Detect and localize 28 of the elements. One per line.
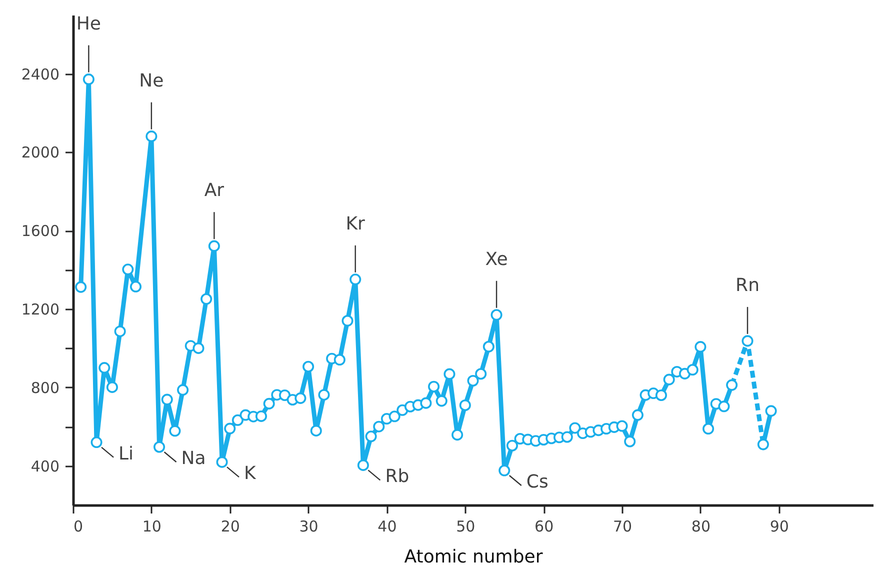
x-axis-title: Atomic number (404, 546, 544, 568)
y-tick-label: 2400 (21, 65, 60, 84)
x-tick-label: 80 (691, 518, 710, 536)
annotation: K (244, 463, 258, 484)
annotation: Kr (346, 213, 366, 234)
annotation: Na (181, 448, 206, 469)
annotation: Rb (385, 466, 410, 488)
x-tick-label: 30 (299, 518, 318, 536)
annotation: Cs (526, 472, 548, 493)
y-tick-label: 2000 (21, 144, 60, 162)
x-tick-label: 10 (142, 518, 162, 536)
y-tick-label: 400 (30, 457, 60, 476)
x-tick-label: 50 (456, 518, 476, 536)
x-tick-label: 90 (770, 518, 789, 536)
x-tick-label: 70 (612, 518, 632, 536)
annotation: He (76, 13, 101, 34)
y-tick-label: 1600 (21, 222, 60, 240)
x-tick-label: 60 (534, 518, 554, 536)
y-tick-label: 1200 (21, 300, 60, 318)
annotation: Ar (204, 180, 225, 202)
annotation: Xe (485, 248, 508, 270)
x-tick-label: 0 (74, 518, 84, 536)
y-tick-label: 800 (30, 378, 60, 397)
x-tick-label: 40 (378, 518, 397, 536)
annotation: Ne (139, 70, 164, 92)
annotation: Rn (736, 274, 760, 296)
annotation: Li (118, 443, 134, 464)
x-tick-label: 20 (220, 518, 240, 536)
